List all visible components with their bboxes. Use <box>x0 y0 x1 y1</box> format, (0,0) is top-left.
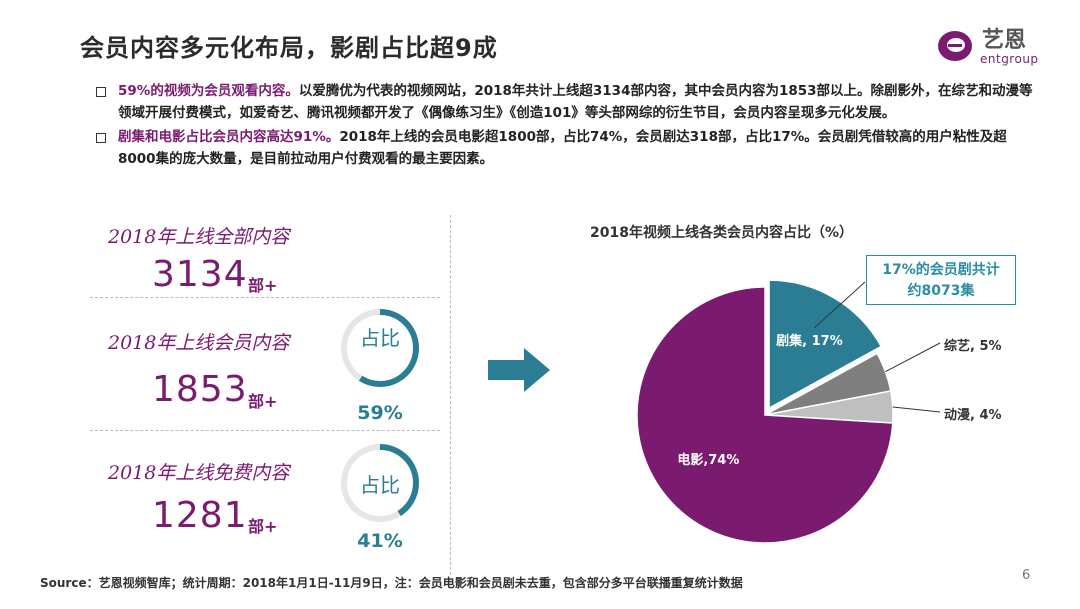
slice-label-drama: 剧集, 17% <box>776 333 843 349</box>
ring-percent: 41% <box>357 530 403 552</box>
source-note: Source：艺恩视频智库；统计周期：2018年1月1日-11月9日，注：会员电… <box>40 576 743 590</box>
horizontal-divider <box>90 430 440 431</box>
logo-sub: entgroup <box>980 52 1039 66</box>
stat-label-member: 2018年上线会员内容 <box>108 332 290 354</box>
ring-label: 占比 <box>360 326 400 350</box>
slice-label-variety: 综艺, 5% <box>944 338 1002 354</box>
ring-progress <box>341 444 419 522</box>
callout-line: 约8073集 <box>907 283 975 299</box>
bullet-item: 剧集和电影占比会员内容高达91%。2018年上线的会员电影超1800部，占比74… <box>96 126 1036 170</box>
ring-member <box>341 309 419 387</box>
pie-slice-0 <box>768 279 883 410</box>
bullet-list: 59%的视频为会员观看内容。以爱腾优为代表的视频网站，2018年共计上线超313… <box>96 80 1036 172</box>
ring-free <box>341 444 419 522</box>
ring-percent: 59% <box>357 402 403 424</box>
stat-unit: 部+ <box>248 392 278 411</box>
page-number: 6 <box>1022 568 1031 583</box>
bullet-item: 59%的视频为会员观看内容。以爱腾优为代表的视频网站，2018年共计上线超313… <box>96 80 1036 124</box>
stat-value-free: 1281 <box>152 495 248 536</box>
page-title: 会员内容多元化布局，影剧占比超9成 <box>80 34 498 62</box>
bullet-highlight: 剧集和电影占比会员内容高达91%。 <box>118 129 340 145</box>
pie-slice-3 <box>636 286 894 544</box>
pie-chart: 剧集, 17% 综艺, 5% 动漫, 4% 电影,74% <box>636 279 1002 544</box>
ring-progress <box>341 309 419 387</box>
square-bullet-icon <box>96 133 106 143</box>
stat-label-total: 2018年上线全部内容 <box>108 226 290 248</box>
logo-name: 艺恩 <box>982 28 1027 53</box>
horizontal-divider <box>90 297 440 298</box>
stat-value-member: 1853 <box>152 369 248 410</box>
slice-leader-anime <box>892 406 941 413</box>
bullet-text: 以爱腾优为代表的视频网站，2018年共计上线超3134部内容，其中会员内容为18… <box>118 83 1033 121</box>
chart-title: 2018年视频上线各类会员内容占比（%） <box>590 225 853 241</box>
stat-value-total: 3134 <box>152 254 248 295</box>
callout-box: 17%的会员剧共计 约8073集 <box>866 255 1016 305</box>
callout-line: 17%的会员剧共计 <box>882 262 1000 278</box>
vertical-divider <box>450 215 451 575</box>
bullet-highlight: 59%的视频为会员观看内容。 <box>118 83 299 99</box>
square-bullet-icon <box>96 87 106 97</box>
stat-unit: 部+ <box>248 276 278 295</box>
slice-leader-variety <box>885 342 941 373</box>
slice-label-anime: 动漫, 4% <box>944 407 1002 423</box>
callout-leader-line <box>813 281 866 329</box>
stat-unit: 部+ <box>248 517 278 536</box>
right-arrow-icon <box>488 348 550 392</box>
bullet-text: 2018年上线的会员电影超1800部，占比74%，会员剧达318部，占比17%。… <box>118 129 1007 167</box>
stat-label-free: 2018年上线免费内容 <box>108 462 290 484</box>
ring-label: 占比 <box>360 473 400 497</box>
entgroup-logo <box>938 31 972 61</box>
slice-label-movie: 电影,74% <box>677 452 739 468</box>
